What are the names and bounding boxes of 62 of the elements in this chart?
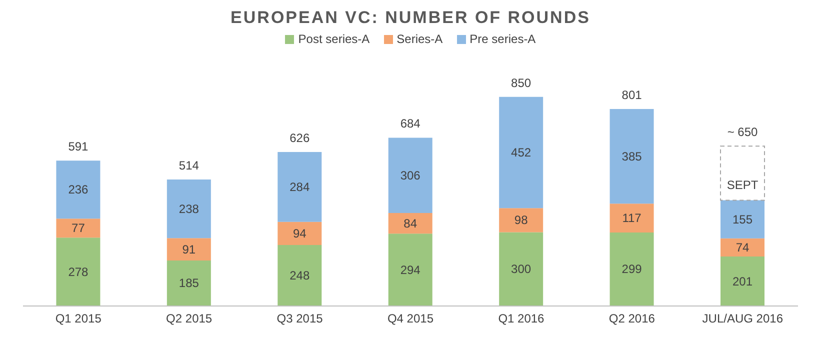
bar	[720, 238, 764, 257]
bar	[278, 222, 322, 245]
bar	[166, 260, 211, 306]
data-label: 299	[622, 262, 642, 276]
data-label: 294	[400, 262, 421, 277]
bar	[166, 180, 211, 238]
bar	[388, 213, 432, 234]
bar	[499, 96, 544, 208]
data-label: 94	[292, 226, 307, 240]
data-label: 238	[178, 202, 200, 216]
chart-title: EUROPEAN VC: NUMBER OF ROUNDS	[230, 8, 592, 28]
bar	[720, 256, 764, 306]
total-label: 514	[178, 158, 200, 173]
data-label: 74	[736, 240, 750, 254]
data-label: 248	[290, 268, 310, 282]
total-label: 801	[622, 88, 642, 102]
bar	[166, 238, 211, 260]
total-label: 626	[290, 131, 310, 146]
series-label: SEPT	[726, 178, 759, 192]
total-label: ~ 650	[727, 125, 758, 140]
data-label: 306	[400, 168, 421, 182]
data-label: 278	[68, 264, 89, 279]
data-label: 185	[178, 276, 200, 290]
total-label: 591	[68, 140, 89, 154]
x-tick-label: Q1 2016	[498, 312, 545, 326]
data-label: 155	[732, 212, 753, 226]
bar	[388, 138, 432, 214]
total-label: 850	[511, 76, 532, 90]
total-label: 684	[400, 116, 421, 131]
data-label: 236	[68, 182, 89, 197]
bar	[499, 208, 544, 232]
bar	[499, 232, 544, 306]
bar	[56, 160, 100, 219]
bar	[610, 232, 654, 306]
data-label: 284	[290, 180, 310, 194]
bar	[720, 200, 764, 238]
x-tick-label: Q4 2015	[387, 312, 434, 326]
bar	[56, 218, 100, 238]
bar	[720, 146, 765, 201]
x-tick-label: Q2 2016	[608, 312, 656, 326]
data-label: 117	[622, 211, 642, 226]
x-tick-label: Q2 2015	[166, 312, 212, 326]
bar	[56, 238, 100, 306]
data-label: 77	[72, 221, 86, 236]
x-tick-label: JUL/AUG 2016	[702, 312, 784, 326]
bar	[278, 152, 322, 222]
x-tick-label: Q1 2015	[55, 312, 102, 326]
data-label: 385	[622, 149, 642, 164]
bar	[610, 204, 654, 232]
data-label: 84	[404, 216, 418, 230]
legend-label: Post series-A	[297, 32, 370, 46]
data-label: 91	[182, 242, 196, 256]
bar	[278, 244, 322, 306]
data-label: 98	[514, 213, 528, 228]
bar	[610, 108, 654, 204]
legend-label: Pre series-A	[468, 32, 536, 46]
data-label: 300	[511, 262, 532, 276]
data-label: 201	[732, 274, 753, 288]
legend-label: Series-A	[396, 32, 443, 46]
x-tick-label: Q3 2015	[276, 312, 324, 326]
bar	[388, 234, 432, 306]
data-label: 452	[511, 145, 532, 160]
